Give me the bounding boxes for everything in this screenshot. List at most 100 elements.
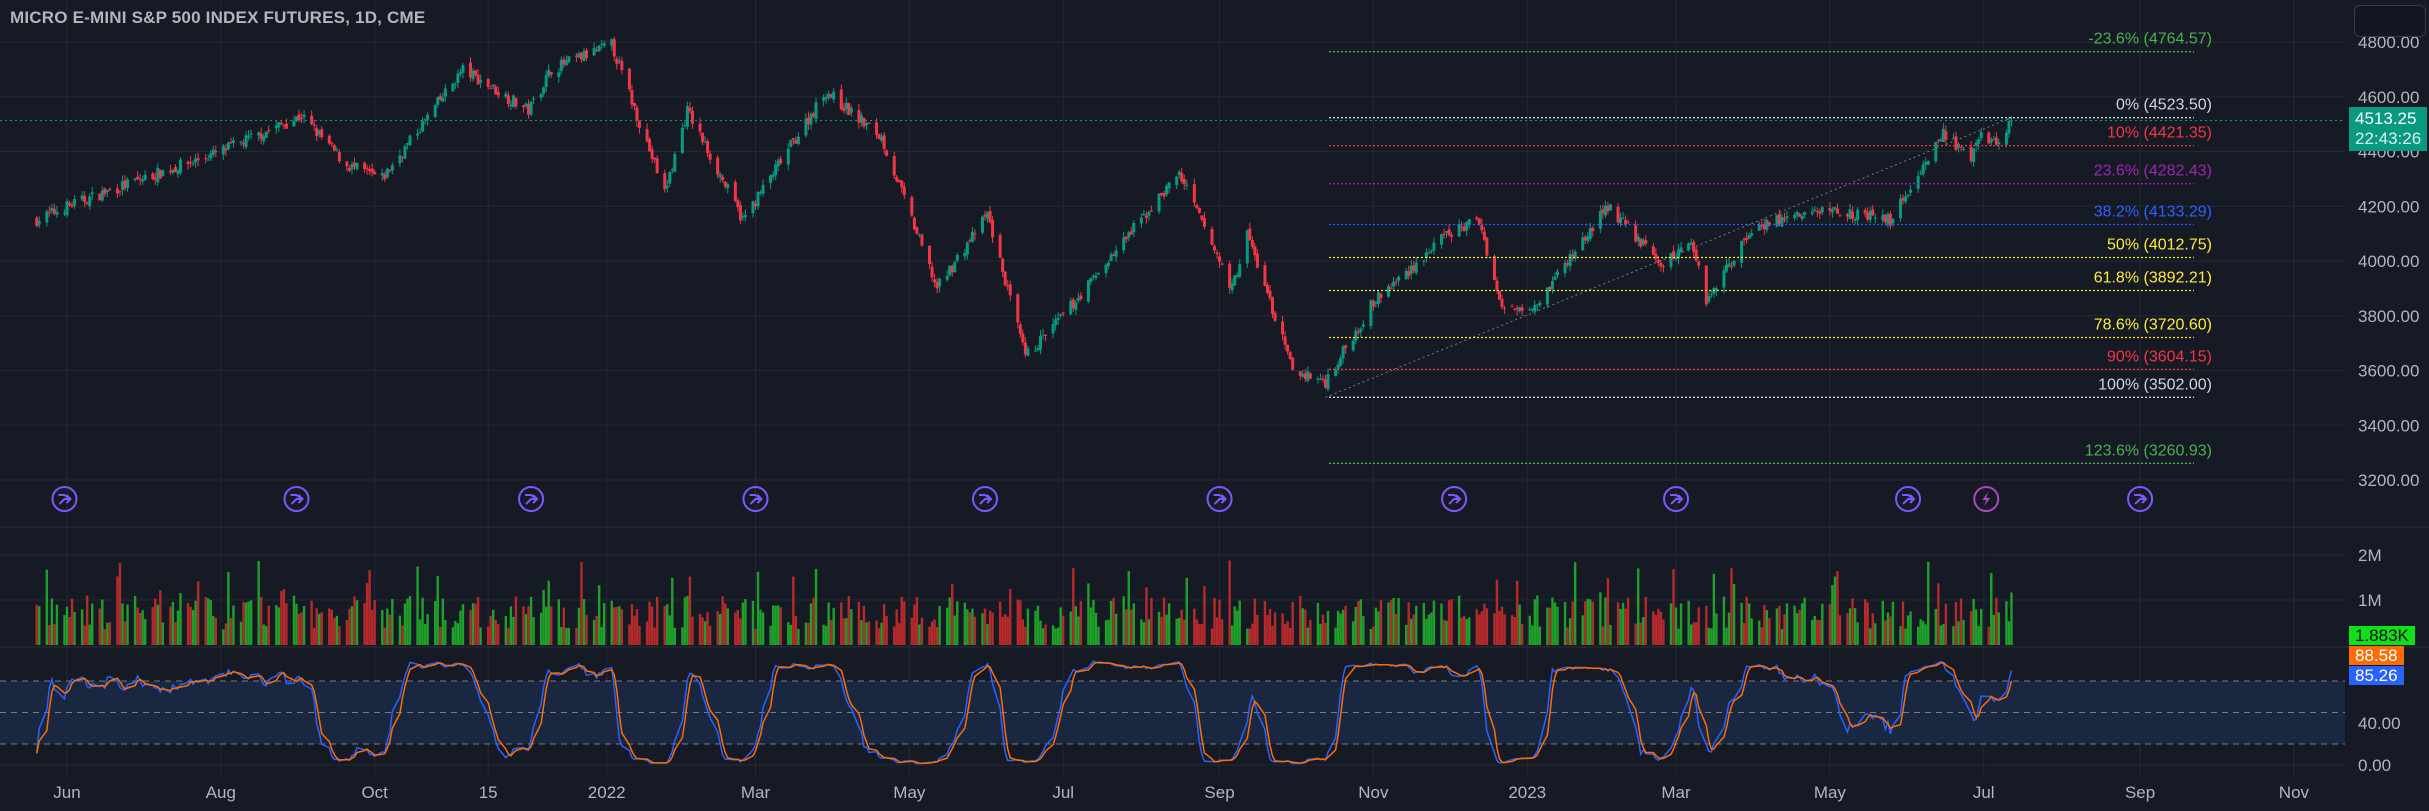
candle-body	[1238, 264, 1242, 277]
candle-body	[1586, 236, 1590, 241]
volume-bar	[688, 576, 692, 645]
volume-bar	[154, 598, 157, 645]
volume-bar	[898, 623, 901, 645]
volume-bar	[945, 607, 949, 645]
volume-bar	[560, 626, 563, 645]
dividend-arrow-icon[interactable]	[972, 486, 999, 512]
volume-bar	[650, 606, 654, 645]
volume-bar	[497, 623, 500, 645]
volume-bar	[1175, 618, 1178, 645]
candle-body	[754, 203, 758, 207]
candle-body	[1619, 217, 1623, 224]
volume-bar	[1944, 603, 1948, 645]
candle-body	[1528, 309, 1532, 311]
volume-bar	[1921, 621, 1925, 645]
candle-body	[1833, 207, 1837, 210]
candle-body	[47, 211, 51, 213]
volume-bar	[1626, 597, 1630, 645]
volume-bar	[1768, 618, 1771, 645]
candle-body	[1492, 256, 1496, 281]
candle-body	[756, 192, 760, 207]
candle-body	[267, 130, 271, 132]
candle-body	[769, 175, 773, 183]
chart-settings-button[interactable]	[2354, 5, 2426, 37]
volume-bar	[1024, 626, 1027, 645]
candle-body	[733, 182, 737, 201]
candle-body	[1727, 263, 1731, 267]
candle-body	[350, 164, 354, 170]
volume-bar	[701, 617, 704, 645]
volume-bar	[1074, 606, 1077, 645]
volume-bar	[209, 599, 212, 645]
dividend-arrow-icon[interactable]	[1895, 486, 1922, 512]
candle-body	[1122, 237, 1126, 251]
dividend-arrow-icon[interactable]	[1663, 486, 1690, 512]
volume-bar	[1044, 624, 1047, 645]
volume-bar	[1246, 628, 1249, 645]
candle-body	[1016, 294, 1020, 323]
candle-body	[70, 204, 74, 207]
volume-bar	[1783, 614, 1786, 645]
candle-body	[1656, 259, 1660, 263]
event-circle	[1895, 486, 1922, 512]
volume-bar	[1495, 579, 1499, 645]
volume-bar	[1162, 597, 1166, 645]
volume-bar	[1619, 608, 1622, 645]
volume-bar	[249, 600, 253, 645]
time-axis-label: May	[1814, 783, 1847, 802]
candle-body	[1387, 286, 1391, 297]
volume-bar	[1609, 624, 1612, 645]
candle-body	[1820, 207, 1824, 213]
candle-body	[1497, 290, 1501, 300]
candle-body	[1704, 265, 1708, 305]
volume-bar	[691, 616, 694, 645]
candle-body	[1467, 219, 1471, 225]
candle-body	[1909, 189, 1913, 193]
dividend-arrow-icon[interactable]	[1206, 486, 1233, 512]
volume-axis-label: 2M	[2358, 546, 2382, 565]
volume-bar	[469, 610, 472, 645]
volume-bar	[1218, 599, 1221, 645]
candle-body	[771, 174, 775, 177]
volume-bar	[1185, 577, 1188, 645]
volume-bar	[1573, 562, 1577, 645]
volume-bar	[383, 627, 386, 645]
volume-bar	[1092, 599, 1095, 645]
volume-bar	[812, 597, 815, 645]
volume-bar	[1937, 583, 1940, 645]
stoch-k-last-label: 85.26	[2349, 666, 2404, 685]
volume-bar	[1972, 598, 1975, 645]
candle-body	[1051, 324, 1055, 334]
candle-body	[1891, 218, 1895, 224]
dividend-arrow-icon[interactable]	[742, 486, 769, 512]
dividend-arrow-icon[interactable]	[51, 486, 78, 512]
volume-bar	[426, 614, 429, 645]
candle-body	[680, 127, 684, 153]
candle-body	[620, 60, 624, 71]
candle-body	[637, 121, 641, 128]
volume-bar	[1077, 616, 1080, 645]
candle-body	[2007, 121, 2011, 134]
volume-bar	[1601, 626, 1605, 645]
candle-body	[1341, 346, 1345, 359]
candle-body	[1139, 217, 1143, 224]
volume-bar	[1581, 615, 1584, 645]
volume-bar	[1006, 616, 1009, 645]
candle-body	[461, 65, 465, 73]
dividend-arrow-icon[interactable]	[518, 486, 545, 512]
time-axis-label: Oct	[361, 783, 388, 802]
dividend-arrow-icon[interactable]	[2127, 486, 2154, 512]
volume-bar	[613, 607, 616, 645]
volume-bar	[1447, 600, 1451, 645]
candle-body	[610, 39, 614, 46]
volume-bar	[1425, 618, 1428, 645]
volume-bar	[1374, 607, 1378, 645]
lightning-icon[interactable]	[1973, 486, 2000, 512]
volume-bar	[1041, 628, 1045, 645]
candle-body	[806, 117, 810, 125]
volume-bar	[421, 597, 424, 645]
dividend-arrow-icon[interactable]	[1441, 486, 1468, 512]
volume-bar	[338, 626, 341, 645]
dividend-arrow-icon[interactable]	[283, 486, 310, 512]
